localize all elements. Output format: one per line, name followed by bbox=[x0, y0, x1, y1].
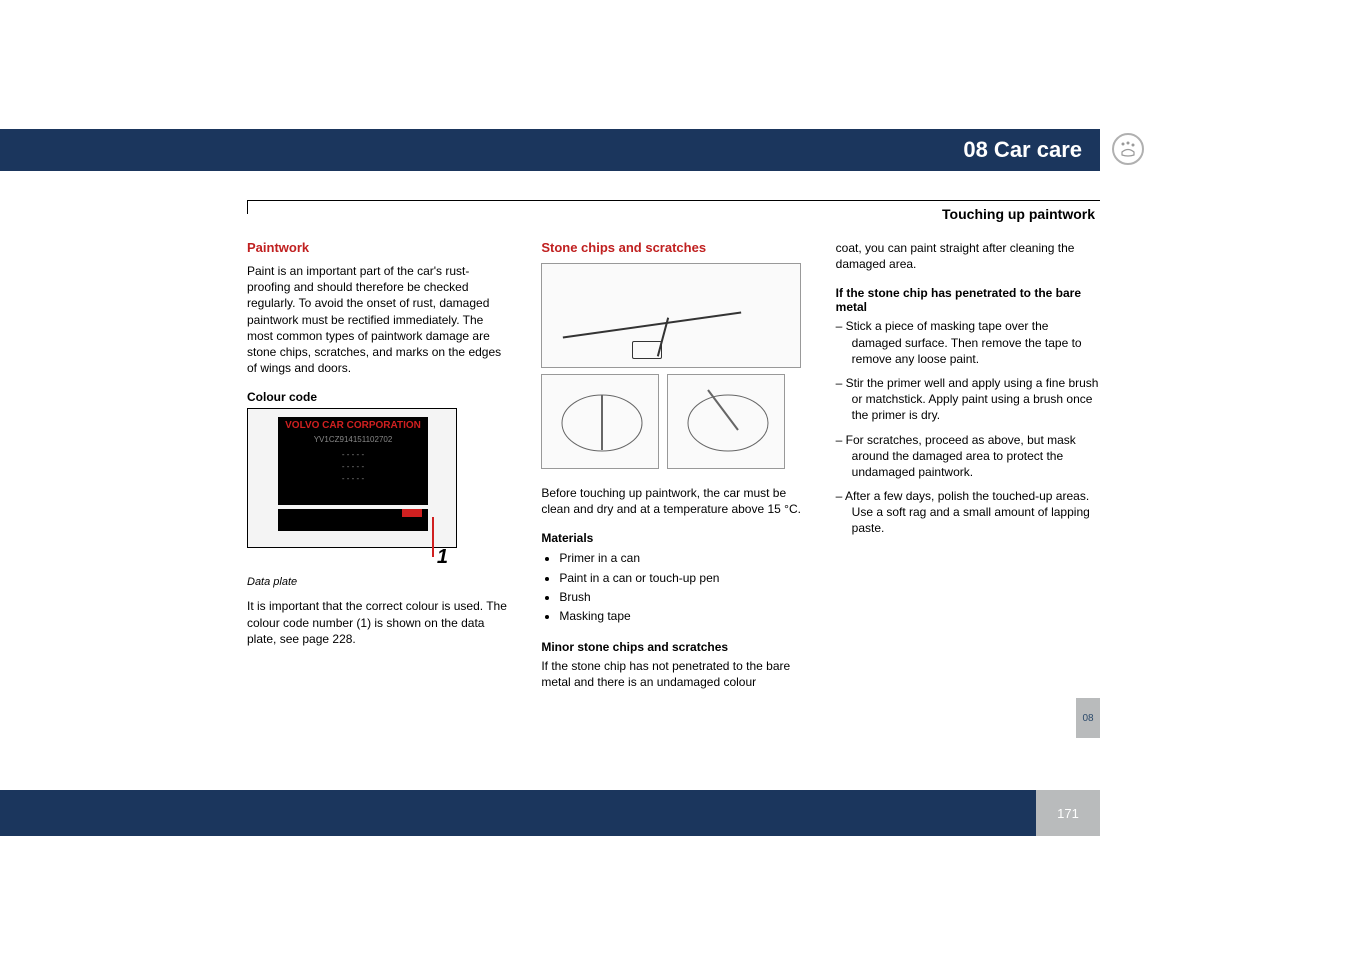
section-rule bbox=[247, 200, 1100, 201]
subheading-colour-code: Colour code bbox=[247, 390, 511, 404]
heading-stone-chips: Stone chips and scratches bbox=[541, 240, 805, 255]
list-item: Brush bbox=[559, 588, 805, 607]
plate-leader-line bbox=[432, 517, 434, 557]
para-paintwork: Paint is an important part of the car's … bbox=[247, 263, 511, 376]
plate-lines-filler: - - - - -- - - - -- - - - - bbox=[278, 449, 428, 485]
touchup-illustration-right bbox=[667, 374, 785, 469]
plate-top: VOLVO CAR CORPORATION YV1CZ914151102702 … bbox=[278, 417, 428, 505]
heading-paintwork: Paintwork bbox=[247, 240, 511, 255]
list-item: Stir the primer well and apply using a f… bbox=[836, 375, 1100, 424]
steps-list: Stick a piece of masking tape over the d… bbox=[836, 318, 1100, 536]
materials-list: Primer in a can Paint in a can or touch-… bbox=[541, 549, 805, 626]
caption-data-plate: Data plate bbox=[247, 576, 511, 588]
list-item: Stick a piece of masking tape over the d… bbox=[836, 318, 1100, 367]
list-item: Primer in a can bbox=[559, 549, 805, 568]
list-item: Paint in a can or touch-up pen bbox=[559, 569, 805, 588]
content-grid: Paintwork Paint is an important part of … bbox=[247, 240, 1100, 697]
para-colour-code: It is important that the correct colour … bbox=[247, 598, 511, 647]
plate-vin-text: YV1CZ914151102702 bbox=[278, 434, 428, 446]
list-item: For scratches, proceed as above, but mas… bbox=[836, 432, 1100, 481]
touchup-illustration-top bbox=[541, 263, 801, 368]
touchup-illustration-left bbox=[541, 374, 659, 469]
plate-callout-number: 1 bbox=[437, 546, 448, 569]
chapter-title: 08 Car care bbox=[963, 137, 1082, 163]
plate-colour-swatch bbox=[402, 509, 422, 517]
chapter-header: 08 Car care bbox=[0, 129, 1100, 171]
page-number: 171 bbox=[1057, 806, 1079, 821]
para-minor-chips: If the stone chip has not penetrated to … bbox=[541, 658, 805, 690]
subheading-minor-chips: Minor stone chips and scratches bbox=[541, 640, 805, 654]
section-tick bbox=[247, 200, 248, 214]
para-before-touchup: Before touching up paintwork, the car mu… bbox=[541, 485, 805, 517]
column-1: Paintwork Paint is an important part of … bbox=[247, 240, 511, 697]
subheading-materials: Materials bbox=[541, 531, 805, 545]
chapter-side-tab: 08 bbox=[1076, 698, 1100, 738]
data-plate-illustration: VOLVO CAR CORPORATION YV1CZ914151102702 … bbox=[247, 408, 457, 548]
plate-brand-text: VOLVO CAR CORPORATION bbox=[278, 420, 428, 431]
section-title: Touching up paintwork bbox=[942, 206, 1095, 222]
footer-bar bbox=[0, 790, 1036, 836]
page-number-block: 171 bbox=[1036, 790, 1100, 836]
car-care-icon bbox=[1112, 133, 1144, 165]
touchup-illustration-group bbox=[541, 263, 801, 475]
para-continuation: coat, you can paint straight after clean… bbox=[836, 240, 1100, 272]
list-item: After a few days, polish the touched-up … bbox=[836, 488, 1100, 537]
list-item: Masking tape bbox=[559, 607, 805, 626]
column-2: Stone chips and scratches Before touchin… bbox=[541, 240, 805, 697]
subheading-bare-metal: If the stone chip has penetrated to the … bbox=[836, 286, 1100, 314]
column-3: coat, you can paint straight after clean… bbox=[836, 240, 1100, 697]
side-tab-number: 08 bbox=[1082, 713, 1093, 724]
